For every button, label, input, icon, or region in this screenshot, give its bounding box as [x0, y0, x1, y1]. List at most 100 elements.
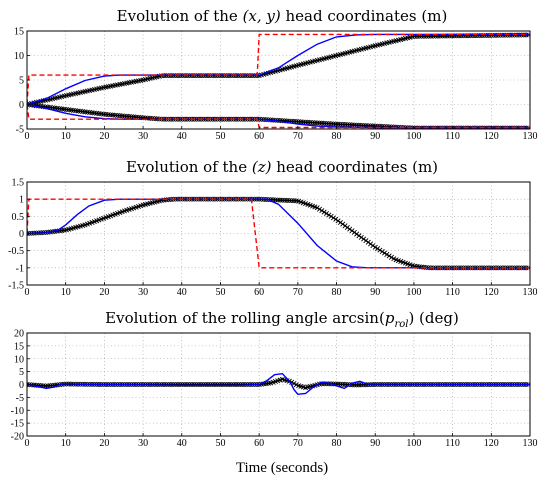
- y-tick-label: -5: [16, 393, 24, 404]
- y-tick-label: 1: [19, 195, 24, 206]
- x-tick-label: 40: [177, 131, 187, 142]
- panel-rolling-angle: 0 10 20 30 40 50 60 70 80 90 100 110 120 130-20-15-10…: [11, 329, 538, 450]
- series-marker: [370, 243, 376, 249]
- series-marker: [337, 219, 343, 226]
- panel-3-title-subscript: rol: [394, 319, 408, 330]
- x-tick-label: 80: [332, 131, 342, 142]
- x-tick-label: 110: [445, 131, 460, 142]
- x-tick-label: 20: [99, 131, 109, 142]
- x-axis-label: Time (seconds): [236, 460, 328, 476]
- panel-3-title-math: p: [385, 309, 395, 327]
- y-tick-label: 5: [19, 367, 24, 378]
- series-line-1: [27, 198, 530, 269]
- x-tick-label: 70: [293, 287, 303, 298]
- y-tick-label: 10: [14, 354, 24, 365]
- x-tick-label: 110: [445, 438, 460, 449]
- y-tick-label: 15: [14, 341, 24, 352]
- series-marker: [384, 251, 390, 257]
- x-tick-label: 70: [293, 438, 303, 449]
- series-marker: [372, 244, 378, 250]
- panel-1-title-math: (x, y): [243, 7, 281, 25]
- x-tick-label: 50: [215, 287, 225, 298]
- panel-2-title-math: (z): [252, 158, 272, 176]
- x-tick-label: 90: [370, 438, 380, 449]
- x-tick-label: 90: [370, 287, 380, 298]
- series-marker: [386, 253, 392, 259]
- y-tick-label: -15: [11, 419, 24, 430]
- series-marker: [314, 205, 320, 211]
- series-markers-4: [27, 32, 530, 108]
- series-line-5: [27, 103, 530, 129]
- x-tick-label: 120: [484, 287, 499, 298]
- series-marker: [379, 249, 385, 255]
- y-tick-label: 15: [14, 27, 24, 38]
- series-group: [27, 196, 530, 271]
- x-tick-label: 90: [370, 131, 380, 142]
- panel-2-title: Evolution of the (z) head coordinates (m…: [126, 158, 438, 176]
- y-tick-label: 1.5: [12, 178, 25, 189]
- series-marker: [349, 228, 355, 234]
- series-marker: [326, 212, 332, 218]
- series-line-1: [27, 104, 530, 129]
- series-marker: [363, 238, 369, 244]
- y-tick-label: 0: [19, 380, 24, 391]
- x-tick-label: 60: [254, 438, 264, 449]
- x-tick-label: 60: [254, 287, 264, 298]
- y-tick-label: 10: [14, 51, 24, 62]
- x-tick-label: 100: [406, 287, 421, 298]
- x-tick-label: 0: [25, 131, 30, 142]
- x-tick-label: 30: [138, 287, 148, 298]
- series-line-3: [27, 103, 530, 129]
- series-marker: [354, 231, 360, 237]
- x-tick-label: 120: [484, 131, 499, 142]
- series-marker: [351, 229, 357, 235]
- y-tick-label: -20: [11, 432, 24, 443]
- series-group: [27, 372, 530, 396]
- y-tick-label: -5: [16, 125, 24, 136]
- series-marker: [316, 206, 323, 212]
- series-marker: [375, 246, 381, 252]
- series-marker: [321, 209, 327, 215]
- x-tick-label: 60: [254, 131, 264, 142]
- x-tick-label: 110: [445, 287, 460, 298]
- series-marker: [368, 241, 374, 247]
- series-marker: [347, 226, 353, 232]
- series-marker: [342, 223, 348, 229]
- y-tick-label: -1.5: [8, 281, 24, 292]
- series-marker: [388, 254, 395, 260]
- series-marker: [340, 221, 346, 227]
- y-tick-label: 0.5: [12, 212, 25, 223]
- x-tick-label: 130: [523, 287, 538, 298]
- series-line-0: [27, 198, 530, 269]
- series-markers-1: [27, 376, 530, 391]
- y-tick-label: 5: [19, 76, 24, 87]
- y-tick-label: 0: [19, 229, 24, 240]
- series-marker: [381, 250, 388, 256]
- y-tick-label: -0.5: [8, 246, 24, 257]
- panel-z-head-coordinates: 0 10 20 30 40 50 60 70 80 90 100 110 120 130-1.5-1-0.…: [8, 178, 537, 299]
- x-tick-label: 80: [332, 287, 342, 298]
- series-marker: [377, 247, 383, 253]
- y-tick-label: -1: [16, 263, 24, 274]
- y-tick-label: 0: [19, 100, 24, 111]
- x-tick-label: 20: [99, 287, 109, 298]
- x-tick-label: 30: [138, 131, 148, 142]
- x-tick-label: 30: [138, 438, 148, 449]
- series-marker: [361, 236, 367, 242]
- x-tick-label: 80: [332, 438, 342, 449]
- series-marker: [319, 208, 325, 214]
- y-tick-label: 20: [14, 329, 24, 340]
- x-tick-label: 50: [215, 131, 225, 142]
- x-tick-label: 20: [99, 438, 109, 449]
- series-group: [27, 32, 530, 129]
- series-line-2: [27, 33, 530, 106]
- x-tick-label: 10: [61, 438, 71, 449]
- x-tick-label: 70: [293, 131, 303, 142]
- series-marker: [365, 239, 371, 245]
- x-tick-label: 130: [523, 131, 538, 142]
- series-marker: [330, 215, 336, 221]
- series-marker: [358, 234, 364, 240]
- series-line-0: [27, 372, 530, 396]
